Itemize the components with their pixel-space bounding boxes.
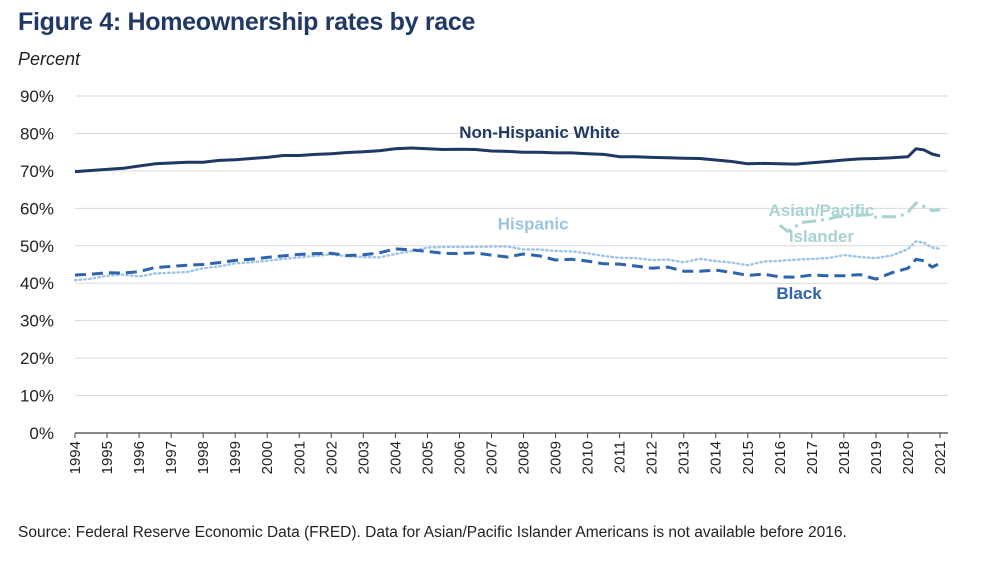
series-lines [73,146,942,282]
y-tick-label: 20% [20,349,54,368]
series-label: Asian/Pacific [769,201,875,220]
y-tick-label: 80% [20,124,54,143]
x-tick-label: 1999 [227,441,244,474]
y-tick-label: 30% [20,312,54,331]
gridlines [75,95,948,397]
x-tick-label: 2010 [580,441,597,474]
x-tick-label: 1994 [67,441,84,474]
y-tick-label: 10% [20,387,54,406]
y-tick-label: 70% [20,162,54,181]
series-line-hispanic [73,240,942,282]
x-tick-label: 1995 [99,441,116,474]
x-tick-label: 1997 [163,441,180,474]
y-axis-ticks: 0% 10% 20% 30% 40% 50% 60% 70% 80% 90% [20,87,54,443]
x-tick-label: 2012 [644,441,661,474]
y-tick-label: 0% [29,424,54,443]
y-unit-label: Percent [18,49,81,69]
x-tick-label: 2021 [932,441,949,474]
y-tick-label: 50% [20,237,54,256]
x-tick-label: 2020 [900,441,917,474]
x-tick-label: 1996 [131,441,148,474]
x-tick-label: 2015 [740,441,757,474]
series-line-asian-pacific-islander [778,201,941,233]
x-tick-label: 1998 [195,441,212,474]
x-tick-label: 2009 [548,441,565,474]
series-labels: Non-Hispanic White Asian/Pacific Islander H… [459,123,874,303]
series-line-non-hispanic-white [74,146,941,174]
x-tick-label: 2014 [708,441,725,474]
y-tick-label: 60% [20,199,54,218]
x-tick-label: 2011 [612,441,629,473]
x-tick-label: 2016 [772,441,789,474]
x-tick-label: 2001 [291,441,308,474]
series-label: Black [776,284,822,303]
series-label: Non-Hispanic White [459,123,620,142]
x-tick-label: 2019 [868,441,885,474]
x-tick-label: 2000 [259,441,276,474]
x-tick-label: 2002 [323,441,340,474]
x-tick-label: 2004 [387,441,404,474]
x-tick-label: 2005 [419,441,436,474]
series-line-black [74,247,941,281]
x-tick-label: 2007 [483,441,500,474]
x-tick-label: 2013 [676,441,693,474]
x-tick-label: 2008 [516,441,533,474]
y-tick-label: 40% [20,274,54,293]
source-note: Source: Federal Reserve Economic Data (F… [18,524,847,541]
x-tick-label: 2017 [804,441,821,474]
chart-title: Figure 4: Homeownership rates by race [18,8,476,36]
x-axis: 1994 1995 1996 1997 1998 1999 2000 2001 2002 2003… [67,432,949,474]
series-label: Islander [789,227,855,246]
x-tick-label: 2006 [451,441,468,474]
x-tick-label: 2018 [836,441,853,474]
series-label: Hispanic [498,215,569,234]
y-tick-label: 90% [20,87,54,106]
x-tick-label: 2003 [355,441,372,474]
